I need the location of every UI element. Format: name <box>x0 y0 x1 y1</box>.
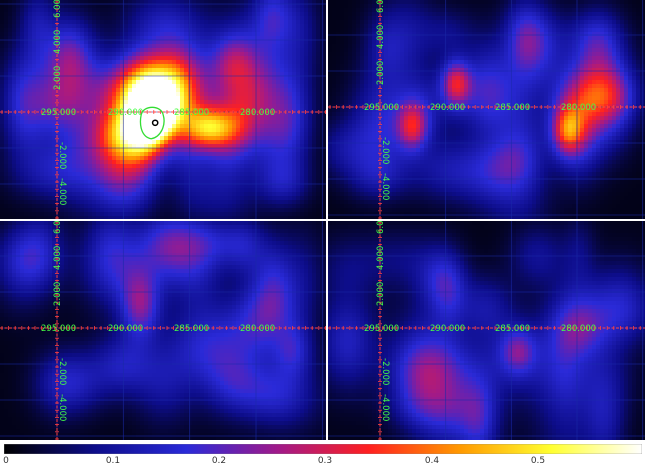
longitude-label: 280.000 <box>240 108 275 118</box>
sky-map-panel-bottom-right: 295.000 290.000 285.000 280.000 6.000 4.000 2.… <box>328 221 645 440</box>
latitude-label: -2.000 <box>380 137 390 164</box>
latitude-label: 6.000 <box>53 0 63 18</box>
longitude-label: 295.000 <box>41 108 76 118</box>
colorbar <box>4 444 642 454</box>
colorbar-tick-labels: 0 0.1 0.2 0.3 0.4 0.5 <box>0 456 645 472</box>
longitude-label: 295.000 <box>364 324 399 334</box>
sky-map-panel-top-right: 295.000 290.000 285.000 280.000 6.000 4.000 2.… <box>328 0 645 219</box>
sky-map-panel-top-left: 295.000 290.000 285.000 280.000 6.000 4.000 2.… <box>0 0 326 219</box>
confidence-contour-outer <box>139 106 165 140</box>
colorbar-tick-label: 0.3 <box>317 456 333 466</box>
confidence-contour-inner <box>151 119 159 127</box>
latitude-label: -2.000 <box>380 358 390 385</box>
longitude-label: 285.000 <box>495 324 530 334</box>
longitude-label: 285.000 <box>174 324 209 334</box>
intensity-map <box>0 221 326 440</box>
latitude-label: -4.000 <box>57 394 67 421</box>
latitude-label: 2.000 <box>53 282 63 306</box>
latitude-label: -4.000 <box>57 178 67 205</box>
longitude-label: 280.000 <box>561 324 596 334</box>
longitude-label: 280.000 <box>240 324 275 334</box>
sky-map-image: 295.000 290.000 285.000 280.000 6.000 4.000 2.… <box>328 221 645 440</box>
intensity-map <box>328 0 645 219</box>
colorbar-tick-label: 0.4 <box>424 456 440 466</box>
intensity-map <box>328 221 645 440</box>
latitude-label: -2.000 <box>57 358 67 385</box>
latitude-label: 6.000 <box>376 0 386 13</box>
longitude-label: 290.000 <box>108 108 143 118</box>
latitude-label: 2.000 <box>53 66 63 90</box>
sky-map-image: 295.000 290.000 285.000 280.000 6.000 4.000 2.… <box>328 0 645 219</box>
longitude-label: 285.000 <box>174 108 209 118</box>
sky-map-panel-bottom-left: 295.000 290.000 285.000 280.000 6.000 4.000 2.… <box>0 221 326 440</box>
sky-map-image: 295.000 290.000 285.000 280.000 6.000 4.000 2.… <box>0 0 326 219</box>
sky-map-mosaic: 295.000 290.000 285.000 280.000 6.000 4.000 2.… <box>0 0 645 440</box>
latitude-label: -4.000 <box>380 173 390 200</box>
longitude-label: 295.000 <box>41 324 76 334</box>
latitude-label: 4.000 <box>53 30 63 54</box>
colorbar-tick-label: 0.5 <box>530 456 546 466</box>
longitude-label: 290.000 <box>430 324 465 334</box>
latitude-label: 6.000 <box>376 221 386 234</box>
galactic-axes <box>0 221 326 440</box>
longitude-label: 290.000 <box>430 103 465 113</box>
latitude-label: 2.000 <box>376 61 386 85</box>
longitude-label: 295.000 <box>364 103 399 113</box>
colorbar-tick-label: 0.2 <box>211 456 227 466</box>
sky-map-image: 295.000 290.000 285.000 280.000 6.000 4.000 2.… <box>0 221 326 440</box>
galactic-axes <box>328 0 645 219</box>
longitude-label: 290.000 <box>108 324 143 334</box>
latitude-label: 6.000 <box>53 221 63 234</box>
latitude-label: -4.000 <box>380 394 390 421</box>
longitude-label: 280.000 <box>561 103 596 113</box>
galactic-axes <box>328 221 645 440</box>
colorbar-tick-label: 0 <box>3 456 9 466</box>
longitude-label: 285.000 <box>495 103 530 113</box>
latitude-label: -2.000 <box>57 142 67 169</box>
latitude-label: 4.000 <box>376 246 386 270</box>
latitude-label: 4.000 <box>53 246 63 270</box>
latitude-label: 4.000 <box>376 25 386 49</box>
colorbar-tick-label: 0.1 <box>105 456 121 466</box>
latitude-label: 2.000 <box>376 282 386 306</box>
galactic-axes <box>0 0 326 219</box>
intensity-map <box>0 0 326 219</box>
coordinate-grid <box>328 221 645 440</box>
